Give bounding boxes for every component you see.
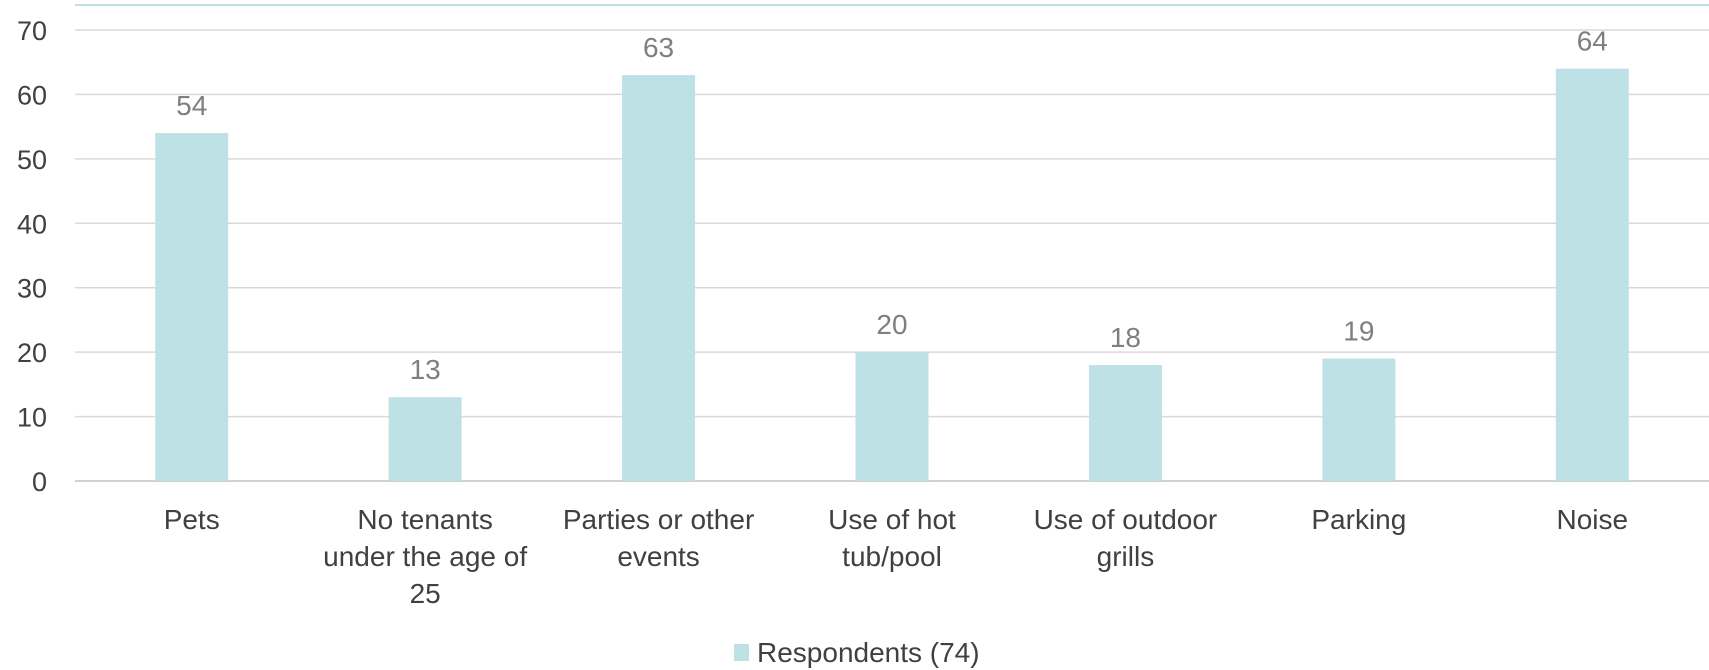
bar <box>855 352 929 481</box>
x-tick-label: No tenants under the age of 25 <box>323 504 527 609</box>
legend-label: Respondents (74) <box>757 637 980 668</box>
bar <box>1322 358 1396 481</box>
y-axis: 0 10 20 30 40 50 60 70 <box>17 16 47 497</box>
x-tick-label: Use of outdoor grills <box>1034 504 1218 572</box>
legend: Respondents (74) <box>734 637 980 668</box>
x-tick-label: Pets <box>164 504 220 535</box>
y-tick-label: 50 <box>17 145 47 175</box>
y-tick-label: 0 <box>32 467 47 497</box>
x-tick-label: Noise <box>1556 504 1628 535</box>
y-tick-label: 70 <box>17 16 47 46</box>
y-tick-label: 30 <box>17 274 47 304</box>
legend-swatch <box>734 644 749 661</box>
bar <box>1555 68 1629 482</box>
x-tick-label: Parking <box>1311 504 1406 535</box>
data-label: 13 <box>410 354 441 385</box>
bars <box>155 68 1629 482</box>
data-label: 19 <box>1343 316 1374 347</box>
y-tick-label: 40 <box>17 209 47 239</box>
bar <box>1088 365 1162 481</box>
data-label: 54 <box>176 90 207 121</box>
data-label: 18 <box>1110 322 1141 353</box>
data-label: 64 <box>1577 26 1608 57</box>
y-tick-label: 60 <box>17 80 47 110</box>
bar <box>155 133 229 482</box>
gridlines <box>75 29 1709 482</box>
bar <box>388 397 462 481</box>
bar <box>622 75 696 481</box>
data-labels: 54 13 63 20 18 19 64 <box>176 26 1608 386</box>
x-tick-label: Parties or other events <box>563 504 754 572</box>
x-tick-label: Use of hot tub/pool <box>828 504 956 572</box>
data-label: 63 <box>643 32 674 63</box>
data-label: 20 <box>876 309 907 340</box>
x-axis: Pets No tenants under the age of 25 Parties … <box>164 504 1628 609</box>
y-tick-label: 10 <box>17 403 47 433</box>
y-tick-label: 20 <box>17 338 47 368</box>
